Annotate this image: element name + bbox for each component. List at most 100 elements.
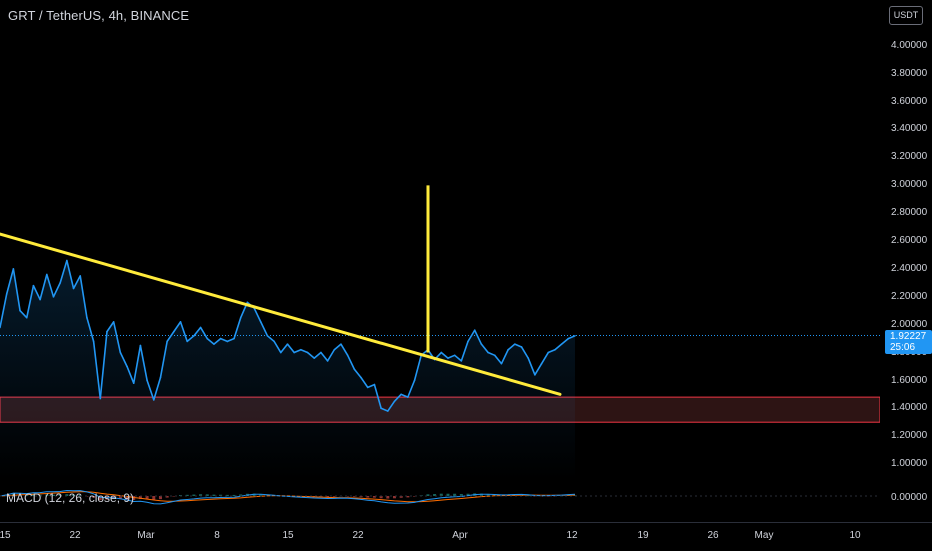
macd-histogram-bar <box>479 493 483 496</box>
price-line-segment <box>25 284 35 319</box>
price-line-segment <box>253 307 262 323</box>
price-tick: 2.40000 <box>891 263 928 274</box>
price-line-segment <box>259 321 269 337</box>
macd-histogram-bar <box>225 494 229 496</box>
macd-histogram-bar <box>433 493 437 496</box>
price-line-segment <box>92 340 102 400</box>
macd-histogram-bar <box>352 496 356 497</box>
price-line-segment <box>333 343 342 351</box>
time-tick: 15 <box>282 530 294 541</box>
price-line-segment <box>32 284 41 301</box>
chart-area[interactable] <box>0 0 881 522</box>
price-line-segment <box>473 329 483 345</box>
price-line-segment <box>326 348 336 362</box>
macd-histogram-bar <box>399 496 403 498</box>
price-line-segment <box>52 282 61 298</box>
price-axis[interactable] <box>880 0 932 522</box>
price-line-segment <box>99 330 108 400</box>
time-tick: 19 <box>637 530 649 541</box>
macd-histogram-bar <box>158 496 162 500</box>
price-line-segment <box>66 259 75 290</box>
macd-histogram-bar <box>58 494 62 496</box>
price-line-segment <box>159 340 168 379</box>
macd-histogram-bar <box>25 494 29 496</box>
price-line-segment <box>293 348 302 354</box>
price-line-segment <box>126 365 135 384</box>
macd-histogram-bar <box>486 494 490 496</box>
macd-histogram-bar <box>386 496 390 499</box>
macd-histogram-bar <box>118 496 122 500</box>
time-tick: Apr <box>452 530 468 541</box>
price-line-segment <box>19 309 28 319</box>
macd-histogram-bar <box>152 496 156 500</box>
time-tick: Mar <box>137 530 155 541</box>
macd-histogram-bar <box>212 494 216 496</box>
macd-histogram-bar <box>366 496 370 498</box>
time-tick: 26 <box>707 530 719 541</box>
price-line-segment <box>493 354 503 365</box>
time-tick: 8 <box>214 530 220 541</box>
time-tick: 10 <box>849 530 861 541</box>
price-chart[interactable] <box>0 0 881 522</box>
price-line-segment <box>460 340 469 362</box>
price-line-segment <box>346 354 356 371</box>
price-line-segment <box>413 354 423 382</box>
time-tick: 15 <box>0 530 11 541</box>
price-tick: 3.40000 <box>891 123 928 134</box>
price-line-segment <box>233 316 242 340</box>
price-line-segment <box>166 330 175 343</box>
macd-histogram-bar <box>31 494 35 496</box>
price-area-fill <box>0 260 575 480</box>
chart-title: GRT / TetherUS, 4h, BINANCE <box>8 8 190 23</box>
macd-histogram-bar <box>232 494 236 496</box>
macd-histogram-bar <box>165 496 169 498</box>
price-tick: 3.60000 <box>891 96 928 107</box>
price-line-segment <box>340 343 349 357</box>
price-line-segment <box>219 337 229 343</box>
price-tick: 4.00000 <box>891 40 928 51</box>
macd-histogram-bar <box>65 494 69 496</box>
time-tick: 22 <box>69 530 81 541</box>
price-tick: 1.00000 <box>891 458 928 469</box>
last-price-badge: 1.92227 25:06 <box>885 330 932 354</box>
price-line-segment <box>59 259 68 284</box>
macd-histogram-bar <box>526 495 530 497</box>
macd-histogram-bar <box>379 496 383 499</box>
price-line-segment <box>313 351 322 359</box>
macd-zero-tick: 0.00000 <box>891 492 928 503</box>
price-line-segment <box>46 273 55 298</box>
price-line-segment <box>112 321 122 354</box>
price-line-segment <box>179 321 189 343</box>
price-line-segment <box>12 268 21 312</box>
macd-histogram-bar <box>45 494 49 496</box>
currency-selector[interactable]: USDT <box>889 6 923 25</box>
price-line-segment <box>132 344 142 384</box>
price-line-segment <box>560 337 570 345</box>
price-line-segment <box>72 275 82 290</box>
macd-histogram-bar <box>219 494 223 496</box>
price-line-segment <box>86 316 95 343</box>
price-line-segment <box>520 346 529 359</box>
last-price-value: 1.92227 <box>890 331 927 342</box>
price-line-segment <box>173 321 182 333</box>
price-line-segment <box>534 362 543 376</box>
price-tick: 2.00000 <box>891 319 928 330</box>
price-line-segment <box>487 351 496 357</box>
macd-histogram-bar <box>239 494 243 496</box>
price-line-segment <box>79 275 88 319</box>
time-axis[interactable] <box>0 522 932 551</box>
price-line-segment <box>106 321 115 333</box>
macd-histogram-bar <box>78 494 82 496</box>
price-line-segment <box>266 335 275 343</box>
macd-histogram-bar <box>459 494 463 496</box>
price-tick: 3.20000 <box>891 151 928 162</box>
price-line-segment <box>5 268 15 295</box>
price-line-segment <box>146 379 155 401</box>
price-tick: 1.40000 <box>891 402 928 413</box>
price-line-segment <box>366 383 376 389</box>
price-line-segment <box>507 343 516 351</box>
macd-histogram-bar <box>319 496 323 498</box>
macd-histogram-bar <box>439 493 443 496</box>
macd-indicator-label[interactable]: MACD (12, 26, close, 9) <box>6 491 135 505</box>
price-line-segment <box>500 348 509 365</box>
